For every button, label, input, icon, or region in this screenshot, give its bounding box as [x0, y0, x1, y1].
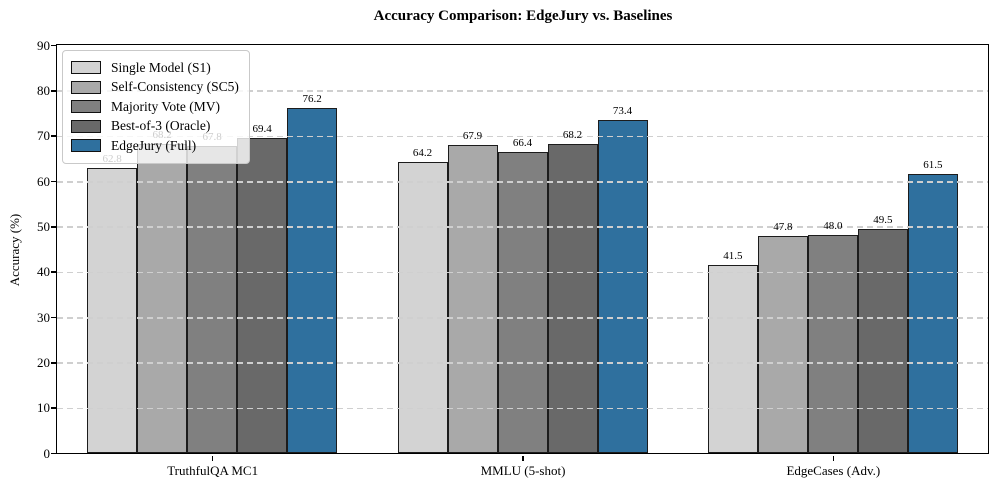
y-tick-mark	[51, 90, 56, 92]
chart-title: Accuracy Comparison: EdgeJury vs. Baseli…	[373, 8, 673, 24]
legend-swatch	[71, 119, 101, 133]
legend-swatch	[71, 139, 101, 153]
legend-item-label: Majority Vote (MV)	[111, 98, 220, 114]
bar-value-label: 73.4	[612, 105, 633, 118]
bar	[547, 143, 598, 453]
y-tick-mark	[51, 271, 56, 273]
y-tick-mark	[51, 452, 56, 455]
bar-value-label: 66.4	[512, 136, 533, 149]
legend-item-label: Self-Consistency (SC5)	[111, 79, 239, 95]
y-tick-mark	[51, 362, 56, 364]
gridline	[57, 181, 988, 183]
legend: Single Model (S1) Self-Consistency (SC5) M…	[62, 50, 250, 164]
y-tick-label: 60	[37, 173, 50, 189]
y-tick-mark	[51, 135, 56, 137]
bar-value-label: 49.5	[873, 213, 893, 226]
bar	[137, 143, 188, 453]
gridline	[57, 135, 988, 138]
y-tick-label: 90	[37, 37, 50, 53]
gridline	[57, 362, 988, 364]
x-tick-mark	[211, 455, 214, 461]
gridline	[57, 271, 988, 274]
bar-value-label: 67.9	[462, 130, 483, 143]
legend-item: EdgeJury (Full)	[71, 136, 239, 156]
bar-value-label: 69.4	[252, 123, 272, 136]
bar	[707, 264, 758, 453]
y-tick-label: 50	[37, 218, 50, 234]
y-tick-label: 10	[37, 400, 50, 416]
legend-swatch	[71, 61, 101, 75]
bar	[87, 168, 138, 453]
bar-value-label: 61.5	[923, 159, 943, 172]
y-tick-label: 20	[37, 354, 50, 370]
y-tick-label: 40	[37, 264, 50, 280]
y-tick-label: 30	[37, 309, 50, 325]
legend-item: Best-of-3 (Oracle)	[71, 117, 239, 137]
x-category-label: MMLU (5-shot)	[480, 463, 566, 478]
bar	[597, 120, 648, 453]
bar	[857, 228, 908, 453]
gridline	[57, 90, 988, 92]
gridline	[57, 226, 988, 228]
y-tick-mark	[51, 44, 56, 47]
y-tick-mark	[51, 316, 56, 319]
x-category-label: TruthfulQA MC1	[167, 463, 259, 478]
legend-item: Majority Vote (MV)	[71, 97, 239, 117]
bars-layer	[57, 45, 988, 453]
gridline	[57, 317, 988, 319]
gridlines-layer	[57, 45, 988, 453]
x-category-label: EdgeCases (Adv.)	[786, 463, 881, 478]
legend-item-label: Single Model (S1)	[111, 59, 211, 75]
bar	[497, 152, 548, 453]
bar-value-label: 47.8	[773, 221, 793, 234]
bar	[397, 161, 448, 453]
bar-value-label: 76.2	[302, 92, 322, 105]
x-tick-mark	[522, 455, 524, 461]
bar-value-label: 41.5	[723, 249, 743, 262]
bar	[907, 174, 958, 453]
bar-value-label: 48.0	[823, 220, 843, 233]
legend-item: Single Model (S1)	[71, 58, 239, 78]
legend-item-label: Best-of-3 (Oracle)	[111, 118, 211, 134]
bar	[187, 145, 238, 453]
gridline	[57, 407, 988, 410]
bar	[237, 138, 288, 453]
y-tick-label: 0	[43, 445, 51, 461]
bar	[287, 107, 338, 453]
legend-swatch	[71, 80, 101, 94]
bar	[447, 145, 498, 453]
legend-swatch	[71, 100, 101, 114]
plot-area: 62.868.267.869.476.264.267.966.468.273.4…	[56, 44, 989, 454]
y-tick-mark	[51, 180, 56, 183]
y-tick-label: 80	[37, 82, 50, 98]
y-tick-mark	[51, 407, 56, 409]
y-tick-label: 70	[37, 128, 50, 144]
y-tick-mark	[51, 226, 56, 228]
legend-item-label: EdgeJury (Full)	[111, 137, 197, 153]
bar-value-label: 64.2	[412, 146, 433, 159]
legend-item: Self-Consistency (SC5)	[71, 78, 239, 98]
x-tick-mark	[832, 455, 835, 461]
bar-value-label: 68.2	[562, 128, 583, 141]
